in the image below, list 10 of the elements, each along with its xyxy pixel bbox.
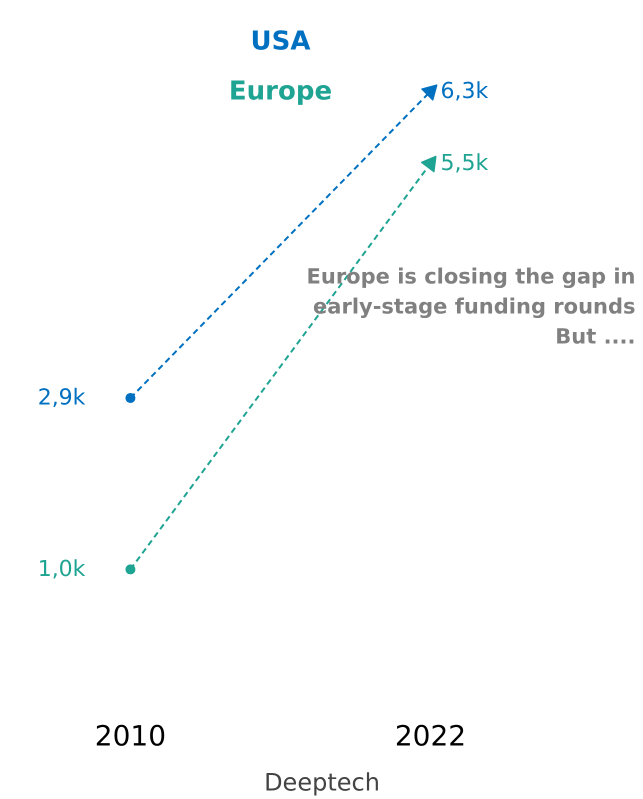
data-label: 6,3k bbox=[440, 78, 488, 104]
data-label: 1,0k bbox=[38, 556, 86, 582]
data-label: 5,5k bbox=[440, 151, 488, 176]
text: Europe bbox=[228, 76, 332, 106]
x-axis-title: Deeptech bbox=[264, 768, 380, 796]
annotation: Europe is closing the gap in early-stage funding rounds But .... bbox=[306, 264, 636, 348]
x-tick-label: 2022 bbox=[394, 720, 466, 752]
data-label: 2,9k bbox=[38, 386, 86, 411]
text: USA bbox=[250, 26, 310, 56]
x-tick-label: 2010 bbox=[94, 720, 166, 752]
